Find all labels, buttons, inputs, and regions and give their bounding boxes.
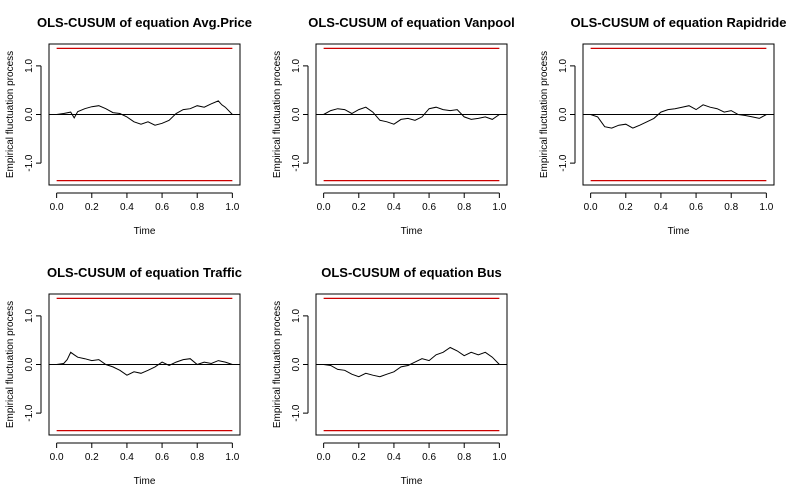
cusum-process-line	[56, 100, 233, 126]
x-tick-label: 0.6	[422, 202, 436, 213]
x-tick-label: 0.0	[584, 202, 598, 213]
chart-panel-5: OLS-CUSUM of equation Bus 0.0 0.2 0.4 0.6 0.8…	[272, 265, 508, 487]
x-tick-label: 0.4	[387, 452, 401, 463]
y-tick-label: 1.0	[558, 58, 569, 72]
x-tick-label: 0.4	[387, 202, 401, 213]
x-axis-label: Time	[134, 476, 156, 487]
y-tick-label: 0.0	[558, 107, 569, 121]
chart-title: OLS-CUSUM of equation Avg.Price	[37, 15, 252, 30]
y-tick-label: -1.0	[558, 154, 569, 172]
y-tick-label: 0.0	[24, 107, 35, 121]
chart-title: OLS-CUSUM of equation Traffic	[47, 265, 242, 280]
y-axis-label: Empirical fluctuation process	[5, 51, 16, 178]
y-tick-label: -1.0	[291, 154, 302, 172]
x-axis-label: Time	[401, 226, 423, 237]
y-axis-label: Empirical fluctuation process	[5, 301, 16, 428]
chart-panel-2: OLS-CUSUM of equation Vanpool 0.0 0.2 0.4 0.…	[272, 15, 515, 237]
y-tick-label: -1.0	[24, 404, 35, 422]
x-tick-label: 0.2	[85, 202, 99, 213]
x-tick-label: 0.2	[352, 202, 366, 213]
x-tick-label: 1.0	[492, 202, 506, 213]
x-tick-label: 0.0	[50, 202, 64, 213]
y-tick-label: 1.0	[291, 58, 302, 72]
x-tick-label: 0.4	[654, 202, 668, 213]
x-tick-label: 0.2	[85, 452, 99, 463]
chart-panel-3: OLS-CUSUM of equation Rapidride 0.0 0.2 0.4…	[539, 15, 786, 237]
y-tick-label: 1.0	[24, 58, 35, 72]
cusum-process-line	[56, 351, 233, 376]
chart-title: OLS-CUSUM of equation Bus	[321, 265, 502, 280]
y-tick-label: 1.0	[291, 308, 302, 322]
y-tick-label: -1.0	[291, 404, 302, 422]
y-axis-label: Empirical fluctuation process	[272, 301, 283, 428]
x-tick-label: 0.6	[422, 452, 436, 463]
x-tick-label: 0.8	[190, 452, 204, 463]
y-tick-label: 1.0	[24, 308, 35, 322]
cusum-process-line	[323, 106, 500, 125]
y-tick-label: -1.0	[24, 154, 35, 172]
x-tick-label: 0.8	[457, 452, 471, 463]
x-tick-label: 0.8	[724, 202, 738, 213]
y-axis-label: Empirical fluctuation process	[539, 51, 550, 178]
cusum-process-line	[323, 346, 500, 378]
y-tick-label: 0.0	[291, 357, 302, 371]
y-axis-label: Empirical fluctuation process	[272, 51, 283, 178]
chart-title: OLS-CUSUM of equation Rapidride	[571, 15, 787, 30]
x-tick-label: 1.0	[759, 202, 773, 213]
x-tick-label: 0.2	[352, 452, 366, 463]
x-tick-label: 0.6	[155, 452, 169, 463]
x-tick-label: 0.6	[155, 202, 169, 213]
cusum-process-line	[590, 104, 767, 129]
x-tick-label: 0.2	[619, 202, 633, 213]
y-tick-label: 0.0	[291, 107, 302, 121]
x-axis-label: Time	[401, 476, 423, 487]
x-tick-label: 1.0	[492, 452, 506, 463]
chart-panel-4: OLS-CUSUM of equation Traffic 0.0 0.2 0.4 0.…	[5, 265, 242, 487]
x-tick-label: 1.0	[225, 452, 239, 463]
x-tick-label: 0.0	[317, 452, 331, 463]
x-tick-label: 0.8	[457, 202, 471, 213]
x-tick-label: 0.6	[689, 202, 703, 213]
chart-title: OLS-CUSUM of equation Vanpool	[308, 15, 515, 30]
x-tick-label: 0.0	[317, 202, 331, 213]
x-tick-label: 0.4	[120, 452, 134, 463]
x-axis-label: Time	[134, 226, 156, 237]
x-tick-label: 0.4	[120, 202, 134, 213]
x-tick-label: 1.0	[225, 202, 239, 213]
y-tick-label: 0.0	[24, 357, 35, 371]
x-tick-label: 0.8	[190, 202, 204, 213]
chart-panel-1: OLS-CUSUM of equation Avg.Price 0.0 0.2 0.4…	[5, 15, 252, 237]
x-tick-label: 0.0	[50, 452, 64, 463]
x-axis-label: Time	[668, 226, 690, 237]
